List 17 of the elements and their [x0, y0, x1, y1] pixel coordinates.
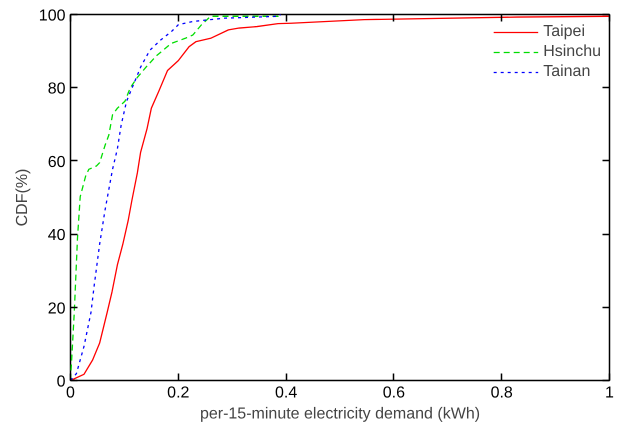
x-tick-label: 1 — [605, 384, 614, 402]
line-series — [70, 16, 610, 380]
y-tick-label: 100 — [38, 8, 66, 24]
x-axis-title: per-15-minute electricity demand (kWh) — [200, 406, 480, 422]
y-tick-label: 60 — [48, 154, 66, 171]
y-tick-label: 0 — [56, 374, 66, 390]
y-tick-label: 80 — [48, 80, 66, 98]
x-tick-label: 0.8 — [490, 384, 513, 402]
legend-label: Tainan — [543, 63, 590, 81]
y-tick-label: 20 — [48, 300, 66, 318]
legend-label: Hsinchu — [543, 43, 601, 61]
x-tick-label: 0.4 — [274, 384, 298, 402]
legend-label: Taipei — [543, 23, 585, 41]
y-axis-title: CDF(%) — [14, 168, 31, 226]
y-tick-label: 40 — [48, 227, 66, 244]
x-tick-label: 0.6 — [382, 384, 406, 402]
x-tick-label: 0.2 — [167, 384, 190, 402]
